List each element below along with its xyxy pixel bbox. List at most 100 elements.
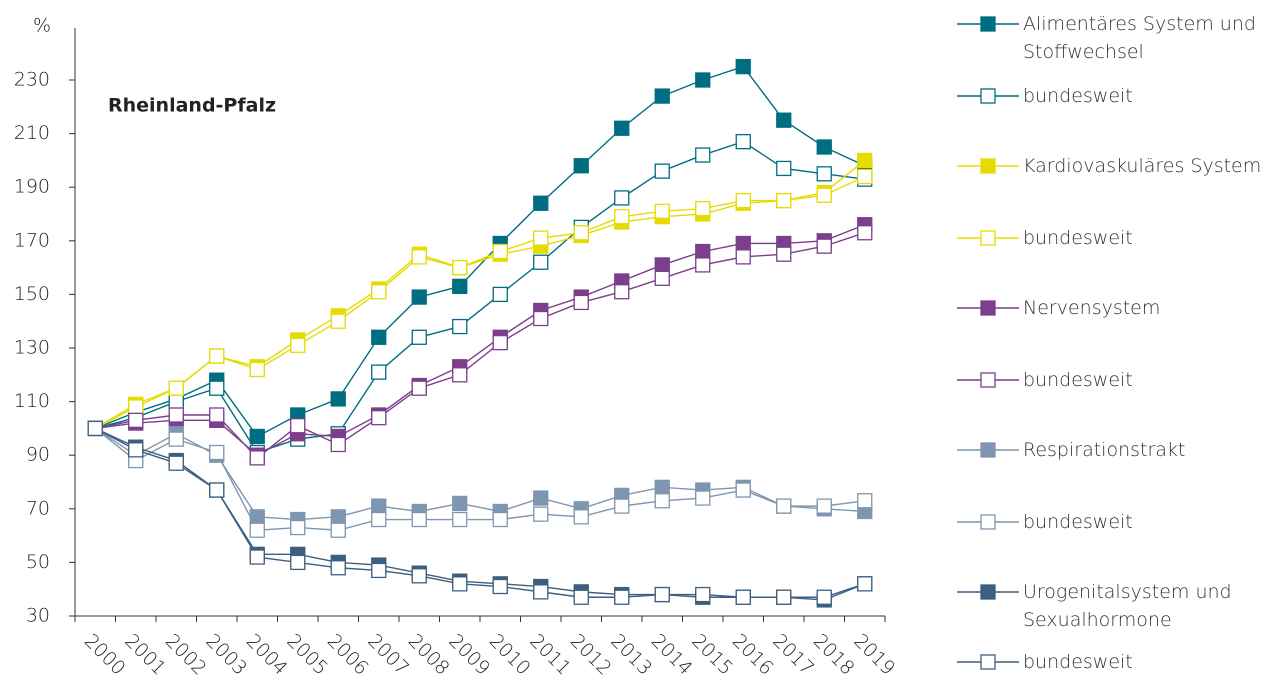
data-point	[330, 522, 346, 538]
y-tick-label: 90	[26, 444, 50, 466]
legend-symbol	[957, 158, 1019, 174]
y-tick-label: 30	[26, 605, 50, 627]
legend-label: Alimentäres System und Stoffwechsel	[1023, 13, 1256, 63]
data-point	[411, 329, 427, 345]
data-point	[533, 310, 549, 327]
data-point	[614, 120, 630, 136]
y-tick-label: 230	[14, 69, 50, 91]
legend-item: Respirationstrakt	[955, 436, 1263, 464]
data-point	[573, 294, 589, 311]
data-point	[533, 254, 549, 270]
data-point	[452, 278, 468, 295]
legend-symbol	[957, 584, 1019, 600]
data-point	[411, 380, 427, 396]
data-point	[735, 58, 751, 75]
data-point	[249, 428, 265, 445]
data-point	[573, 158, 589, 174]
data-point	[371, 364, 387, 380]
data-point	[290, 418, 306, 434]
data-point	[411, 511, 427, 528]
legend-item: Urogenitalsystem und Sexualhormone	[955, 578, 1263, 634]
x-tick-label: 2012	[566, 630, 616, 680]
data-point	[452, 511, 468, 528]
x-tick-label: 2014	[647, 630, 697, 680]
x-tick-label: 2006	[323, 630, 373, 680]
x-tick-label: 2017	[768, 630, 818, 680]
x-tick-label: 2016	[728, 630, 778, 680]
data-point	[816, 139, 832, 155]
data-point	[168, 431, 184, 447]
legend-marker	[980, 514, 996, 530]
y-tick-label: 150	[14, 283, 50, 305]
data-point	[330, 509, 346, 525]
x-tick-label: 2011	[525, 630, 575, 680]
data-point	[695, 147, 711, 163]
legend-item: bundesweit	[955, 366, 1263, 394]
legend-label: bundesweit	[1023, 85, 1133, 107]
data-point	[290, 519, 306, 536]
legend-label: Kardiovaskuläres System	[1023, 155, 1262, 177]
legend-symbol	[957, 442, 1019, 458]
data-point	[695, 72, 711, 88]
data-point	[371, 284, 387, 300]
legend-label: bundesweit	[1023, 511, 1133, 533]
legend-marker	[980, 158, 996, 174]
legend-symbol	[957, 654, 1019, 670]
y-tick-label: 130	[14, 337, 50, 359]
y-axis-label: %	[33, 15, 51, 37]
data-point	[776, 192, 792, 209]
y-tick-label: 110	[14, 390, 50, 412]
data-point	[492, 578, 508, 595]
data-point	[452, 495, 468, 512]
data-point	[695, 257, 711, 273]
series-line	[94, 427, 865, 521]
legend-label: Respirationstrakt	[1023, 439, 1186, 461]
y-tick-label: 50	[26, 551, 50, 573]
data-point	[128, 412, 144, 429]
data-point	[776, 498, 792, 514]
data-point	[371, 329, 387, 345]
data-point	[128, 399, 144, 415]
legend-marker	[980, 442, 996, 458]
legend-symbol	[957, 88, 1019, 104]
data-point	[371, 410, 387, 426]
data-point	[573, 589, 589, 605]
data-point	[857, 225, 873, 241]
data-point	[776, 246, 792, 262]
data-point	[533, 506, 549, 522]
x-tick-label: 2005	[282, 630, 332, 680]
data-point	[735, 235, 751, 252]
data-point	[816, 589, 832, 605]
data-point	[735, 192, 751, 209]
data-point	[249, 450, 265, 466]
x-tick-label: 2019	[849, 630, 899, 680]
legend-symbol	[957, 514, 1019, 530]
data-point	[654, 163, 670, 179]
data-point	[371, 562, 387, 579]
data-point	[411, 249, 427, 265]
data-point	[371, 498, 387, 514]
data-point	[857, 493, 873, 509]
legend-item: Nervensystem	[955, 294, 1263, 322]
x-tick-label: 2015	[687, 630, 737, 680]
legend-item: bundesweit	[955, 648, 1263, 676]
data-point	[452, 576, 468, 592]
x-tick-label: 2018	[809, 630, 859, 680]
data-point	[411, 289, 427, 305]
data-point	[290, 554, 306, 571]
data-point	[533, 490, 549, 506]
data-point	[533, 195, 549, 211]
y-tick-label: 210	[14, 122, 50, 144]
data-point	[573, 509, 589, 525]
data-point	[128, 442, 144, 458]
data-point	[249, 549, 265, 565]
chart: % Rheinland-Pfalz 30 50 70 90 110 130 150 170 19…	[14, 15, 899, 680]
x-tick-label: 2003	[201, 630, 251, 680]
data-point	[492, 286, 508, 303]
data-point	[209, 482, 225, 498]
legend-symbol	[957, 16, 1019, 32]
data-point	[614, 589, 630, 605]
data-point	[492, 511, 508, 528]
x-tick-label: 2000	[80, 630, 130, 680]
data-point	[492, 243, 508, 260]
